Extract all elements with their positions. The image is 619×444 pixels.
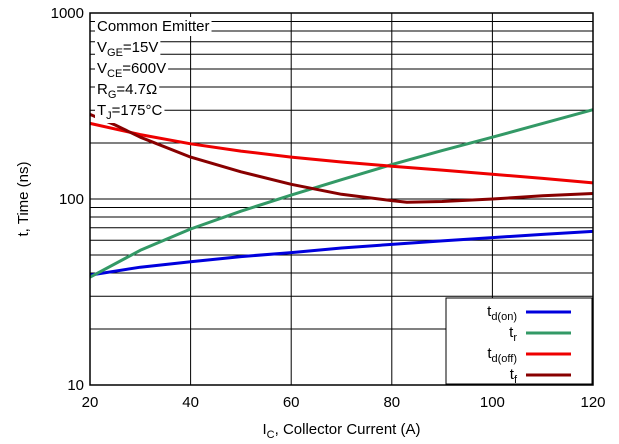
legend-label: td(off)	[487, 345, 517, 365]
test-conditions: Common Emitter VGE=15VVCE=600VRG=4.7ΩTJ=1…	[95, 17, 212, 123]
y-tick-label: 1000	[51, 5, 84, 22]
series-line-t-f	[89, 113, 594, 204]
x-tick-label: 80	[383, 394, 400, 411]
condition-bg	[95, 59, 169, 81]
series-line-t-d(on)	[89, 229, 594, 277]
x-axis-label: IC, Collector Current (A)	[263, 421, 421, 441]
series-line-t-r	[89, 108, 594, 279]
condition-line: TJ=175°C	[97, 102, 162, 122]
x-tick-label: 100	[480, 394, 505, 411]
plot-frame	[89, 12, 594, 386]
series-line-t-d(off)	[89, 121, 594, 185]
legend-label: tf	[510, 366, 518, 386]
x-tick-label: 120	[580, 394, 605, 411]
condition-bg	[95, 101, 165, 123]
series-lines	[89, 108, 594, 279]
condition-bg	[95, 17, 212, 36]
grid	[90, 13, 593, 385]
condition-line: RG=4.7Ω	[97, 81, 157, 101]
y-tick-label: 100	[59, 191, 84, 208]
x-tick-label: 20	[82, 394, 99, 411]
y-tick-label: 10	[67, 377, 84, 394]
legend-label: tr	[509, 324, 517, 344]
x-tick-labels: 20 40 60 80 100 120	[82, 394, 606, 411]
x-tick-label: 60	[283, 394, 300, 411]
condition-line: VCE=600V	[97, 60, 166, 80]
legend-label: td(on)	[487, 303, 517, 323]
y-axis-label: t, Time (ns)	[15, 161, 32, 236]
condition-bg	[95, 38, 161, 60]
condition-bg	[95, 80, 160, 102]
x-tick-label: 40	[182, 394, 199, 411]
y-tick-labels: 10 100 1000	[51, 5, 84, 394]
condition-line: Common Emitter	[97, 18, 210, 35]
condition-line: VGE=15V	[97, 39, 158, 59]
